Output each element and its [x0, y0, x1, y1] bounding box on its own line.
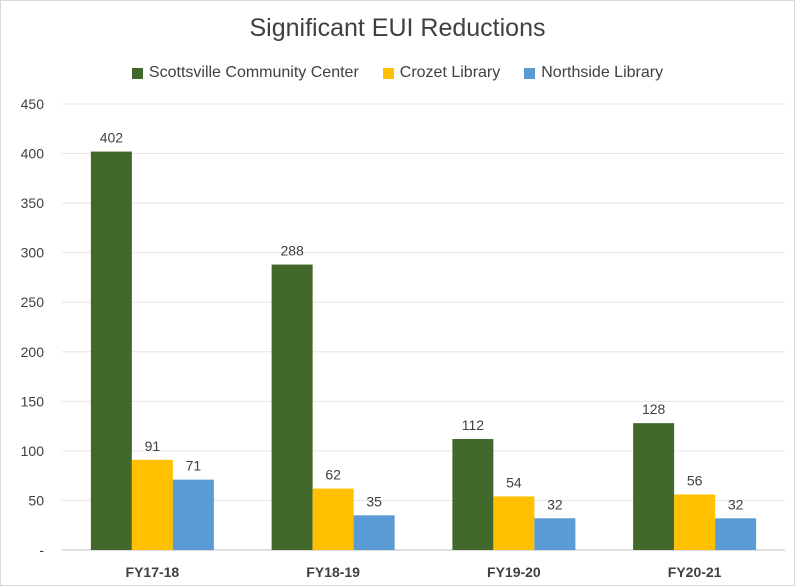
bar: [493, 496, 535, 550]
bar: [674, 494, 716, 550]
legend-item-crozet: Crozet Library: [382, 64, 501, 82]
y-tick-label: 350: [21, 195, 45, 211]
y-tick-label: 450: [21, 96, 45, 112]
bar: [312, 488, 354, 550]
x-tick-label: FY18-19: [306, 564, 360, 580]
legend-swatch-scottsville: [131, 67, 143, 79]
data-label: 402: [100, 130, 124, 146]
data-label: 91: [145, 438, 161, 454]
legend-label-scottsville: Scottsville Community Center: [148, 64, 359, 81]
y-tick-label: -: [39, 542, 44, 558]
data-label: 32: [728, 496, 744, 512]
y-tick-label: 150: [21, 393, 45, 409]
bar: [353, 515, 395, 550]
legend-item-northside: Northside Library: [524, 64, 663, 82]
bar: [633, 423, 675, 550]
bar: [452, 438, 494, 550]
data-label: 128: [642, 401, 666, 417]
data-label: 35: [366, 493, 382, 509]
data-label: 71: [186, 458, 202, 474]
y-tick-label: 250: [21, 294, 45, 310]
x-tick-label: FY19-20: [487, 564, 541, 580]
bar: [90, 151, 132, 550]
legend-label-northside: Northside Library: [541, 64, 664, 81]
x-tick-label: FY17-18: [126, 564, 180, 580]
data-label: 54: [506, 474, 522, 490]
bar: [172, 479, 214, 550]
chart-legend: Scottsville Community Center Crozet Libr…: [0, 64, 795, 82]
bar: [534, 518, 576, 550]
legend-label-crozet: Crozet Library: [399, 64, 501, 81]
legend-swatch-crozet: [382, 67, 394, 79]
y-tick-label: 200: [21, 344, 45, 360]
data-label: 32: [547, 496, 563, 512]
y-tick-label: 100: [21, 443, 45, 459]
bar: [271, 264, 313, 550]
chart-title: Significant EUI Reductions: [249, 14, 546, 42]
bar: [715, 518, 757, 550]
data-label: 62: [325, 467, 341, 483]
legend-swatch-northside: [524, 67, 536, 79]
legend-item-scottsville: Scottsville Community Center: [131, 64, 359, 82]
bar: [131, 459, 173, 550]
data-label: 288: [280, 243, 304, 259]
y-tick-label: 300: [21, 245, 45, 261]
x-tick-label: FY20-21: [668, 564, 722, 580]
data-label: 56: [687, 472, 703, 488]
data-label: 112: [462, 417, 485, 433]
y-tick-label: 400: [21, 146, 45, 162]
y-tick-label: 50: [28, 492, 44, 508]
